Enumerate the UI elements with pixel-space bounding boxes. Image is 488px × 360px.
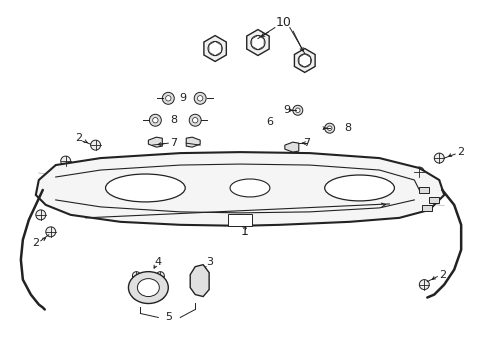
- Text: 5: 5: [164, 312, 171, 323]
- Circle shape: [46, 227, 56, 237]
- Text: 8: 8: [170, 115, 178, 125]
- Circle shape: [419, 280, 428, 289]
- Text: 2: 2: [438, 270, 446, 280]
- Text: 8: 8: [344, 123, 351, 133]
- Bar: [428, 197, 438, 203]
- Text: 7: 7: [169, 138, 177, 148]
- Polygon shape: [285, 142, 298, 152]
- Polygon shape: [148, 137, 162, 147]
- Circle shape: [298, 54, 311, 67]
- Polygon shape: [294, 49, 314, 72]
- Ellipse shape: [105, 174, 185, 202]
- Ellipse shape: [229, 179, 269, 197]
- Circle shape: [165, 96, 171, 101]
- Circle shape: [207, 41, 222, 56]
- Circle shape: [132, 272, 140, 280]
- Circle shape: [152, 118, 158, 123]
- Circle shape: [250, 35, 264, 50]
- Ellipse shape: [137, 279, 159, 297]
- Text: 6: 6: [266, 117, 273, 127]
- Circle shape: [162, 92, 174, 104]
- Circle shape: [413, 167, 424, 177]
- Text: 2: 2: [75, 133, 82, 143]
- Ellipse shape: [324, 175, 394, 201]
- Circle shape: [36, 210, 46, 220]
- Polygon shape: [36, 152, 443, 226]
- Ellipse shape: [128, 272, 168, 303]
- Text: 2: 2: [32, 238, 40, 248]
- Polygon shape: [246, 30, 268, 55]
- Polygon shape: [203, 36, 226, 62]
- Circle shape: [327, 126, 331, 130]
- Text: 9: 9: [282, 105, 289, 115]
- Bar: [422, 205, 431, 211]
- Polygon shape: [186, 137, 200, 147]
- Text: 7: 7: [302, 138, 309, 148]
- Text: 4: 4: [155, 257, 162, 267]
- Bar: [419, 187, 428, 193]
- Bar: [227, 214, 251, 226]
- Circle shape: [149, 114, 161, 126]
- Text: 1: 1: [241, 225, 248, 238]
- Circle shape: [156, 292, 164, 300]
- Circle shape: [156, 272, 164, 280]
- Text: 3: 3: [206, 257, 213, 267]
- Circle shape: [132, 292, 140, 300]
- Circle shape: [90, 140, 101, 150]
- Circle shape: [295, 108, 300, 113]
- Circle shape: [433, 153, 443, 163]
- Circle shape: [61, 156, 71, 166]
- Circle shape: [324, 123, 334, 133]
- Circle shape: [194, 92, 206, 104]
- Circle shape: [292, 105, 302, 115]
- Text: 9: 9: [179, 93, 186, 103]
- Circle shape: [195, 276, 203, 285]
- Text: 2: 2: [456, 147, 463, 157]
- Circle shape: [189, 114, 201, 126]
- Circle shape: [192, 118, 198, 123]
- Polygon shape: [190, 265, 209, 297]
- Circle shape: [197, 96, 203, 101]
- Text: 10: 10: [275, 16, 291, 29]
